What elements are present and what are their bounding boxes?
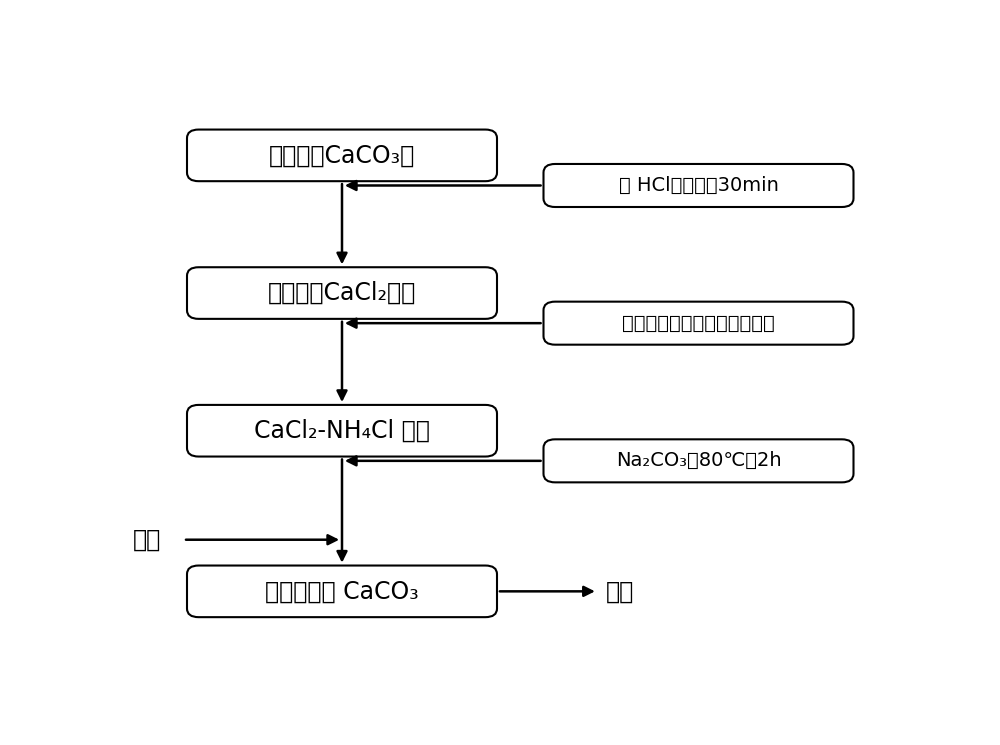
FancyBboxPatch shape — [544, 164, 854, 207]
Text: 表征: 表征 — [606, 580, 634, 603]
FancyBboxPatch shape — [187, 267, 497, 319]
Text: 烘干: 烘干 — [133, 527, 161, 552]
Text: 石灰石（CaCO₃）: 石灰石（CaCO₃） — [269, 143, 415, 168]
FancyBboxPatch shape — [187, 565, 497, 617]
Text: 次氯酸钙，氨水，过滤，室温: 次氯酸钙，氨水，过滤，室温 — [622, 314, 775, 333]
Text: 稀 HCl，室温，30min: 稀 HCl，室温，30min — [619, 176, 778, 195]
Text: 文石型纳米 CaCO₃: 文石型纳米 CaCO₃ — [265, 580, 419, 603]
Text: CaCl₂-NH₄Cl 溶液: CaCl₂-NH₄Cl 溶液 — [254, 419, 430, 443]
FancyBboxPatch shape — [187, 405, 497, 457]
Text: Na₂CO₃，80℃，2h: Na₂CO₃，80℃，2h — [616, 451, 781, 470]
FancyBboxPatch shape — [544, 302, 854, 345]
FancyBboxPatch shape — [187, 130, 497, 181]
FancyBboxPatch shape — [544, 440, 854, 482]
Text: 酸浸液（CaCl₂等）: 酸浸液（CaCl₂等） — [268, 281, 416, 305]
